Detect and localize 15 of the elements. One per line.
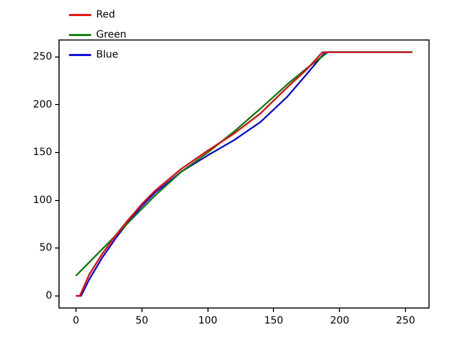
y-tick-label: 50 (39, 242, 52, 254)
x-tick-label: 0 (72, 316, 80, 327)
y-tick-label: 250 (32, 52, 52, 63)
y-tick-label: 200 (32, 99, 52, 110)
y-tick-label: 150 (32, 147, 52, 158)
legend-label: Blue (96, 50, 118, 61)
x-tick-label: 50 (135, 316, 148, 327)
legend-label: Green (96, 30, 126, 41)
x-tick-label: 200 (330, 316, 350, 327)
x-tick-label: 250 (396, 316, 416, 327)
y-tick-label: 100 (32, 194, 52, 206)
y-tick-label: 0 (46, 290, 52, 302)
x-tick-label: 150 (264, 316, 284, 327)
x-tick-label: 100 (198, 316, 218, 327)
legend-label: Red (96, 10, 116, 21)
